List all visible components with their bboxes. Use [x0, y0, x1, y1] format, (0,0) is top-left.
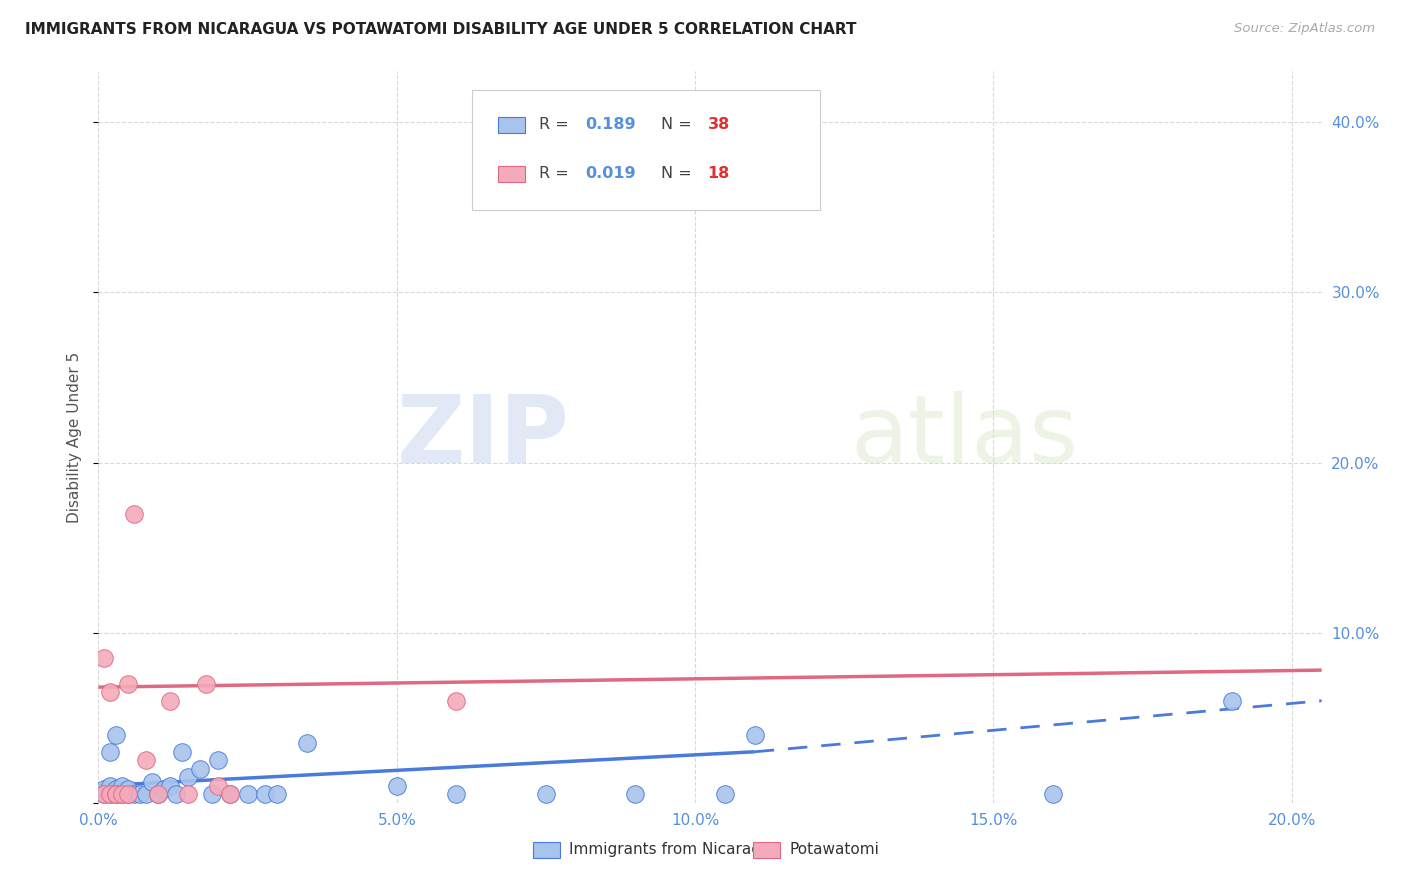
Text: N =: N = [661, 117, 697, 132]
Text: Immigrants from Nicaragua: Immigrants from Nicaragua [569, 842, 780, 857]
Point [111, 787, 134, 801]
Point [98, 685, 121, 699]
Point [122, 507, 145, 521]
Point [236, 787, 259, 801]
Point [218, 787, 240, 801]
Point [117, 677, 139, 691]
Point [159, 779, 181, 793]
Point [207, 779, 229, 793]
Text: atlas: atlas [851, 391, 1078, 483]
Point [105, 787, 128, 801]
Point [446, 694, 468, 708]
Point [105, 782, 128, 797]
Text: Source: ZipAtlas.com: Source: ZipAtlas.com [1234, 22, 1375, 36]
Point [98, 779, 121, 793]
Point [146, 787, 169, 801]
Point [141, 775, 163, 789]
Point [385, 779, 408, 793]
Point [98, 787, 121, 801]
Text: 0.019: 0.019 [585, 166, 636, 181]
Point [744, 728, 766, 742]
FancyBboxPatch shape [471, 90, 820, 211]
Point [122, 787, 145, 801]
Point [111, 787, 134, 801]
FancyBboxPatch shape [498, 166, 526, 182]
Point [177, 787, 200, 801]
Point [105, 787, 128, 801]
Point [624, 787, 647, 801]
Point [446, 787, 468, 801]
Y-axis label: Disability Age Under 5: Disability Age Under 5 [67, 351, 83, 523]
Text: N =: N = [661, 166, 697, 181]
Point [188, 762, 211, 776]
FancyBboxPatch shape [533, 841, 560, 858]
Text: 18: 18 [707, 166, 730, 181]
Text: R =: R = [538, 166, 574, 181]
Point [93, 651, 115, 665]
Text: 38: 38 [707, 117, 730, 132]
Point [153, 782, 176, 797]
Point [254, 787, 277, 801]
Point [266, 787, 288, 801]
Point [1220, 694, 1243, 708]
FancyBboxPatch shape [752, 841, 780, 858]
Point [93, 782, 115, 797]
Point [218, 787, 240, 801]
Point [105, 728, 128, 742]
Text: IMMIGRANTS FROM NICARAGUA VS POTAWATOMI DISABILITY AGE UNDER 5 CORRELATION CHART: IMMIGRANTS FROM NICARAGUA VS POTAWATOMI … [25, 22, 856, 37]
Text: 0.189: 0.189 [585, 117, 636, 132]
Point [117, 787, 139, 801]
Point [93, 787, 115, 801]
Point [194, 677, 217, 691]
Point [207, 753, 229, 767]
Point [98, 745, 121, 759]
Point [105, 787, 128, 801]
FancyBboxPatch shape [498, 117, 526, 133]
Text: Potawatomi: Potawatomi [790, 842, 879, 857]
Point [1042, 787, 1064, 801]
Point [177, 770, 200, 784]
Point [165, 787, 187, 801]
Text: R =: R = [538, 117, 574, 132]
Point [129, 787, 152, 801]
Point [98, 787, 121, 801]
Point [170, 745, 193, 759]
Point [117, 787, 139, 801]
Point [534, 787, 557, 801]
Point [111, 779, 134, 793]
Point [159, 694, 181, 708]
Text: ZIP: ZIP [396, 391, 569, 483]
Point [135, 787, 157, 801]
Point [93, 787, 115, 801]
Point [297, 736, 319, 750]
Point [201, 787, 224, 801]
Point [135, 753, 157, 767]
Point [117, 782, 139, 797]
Point [146, 787, 169, 801]
Point [714, 787, 737, 801]
